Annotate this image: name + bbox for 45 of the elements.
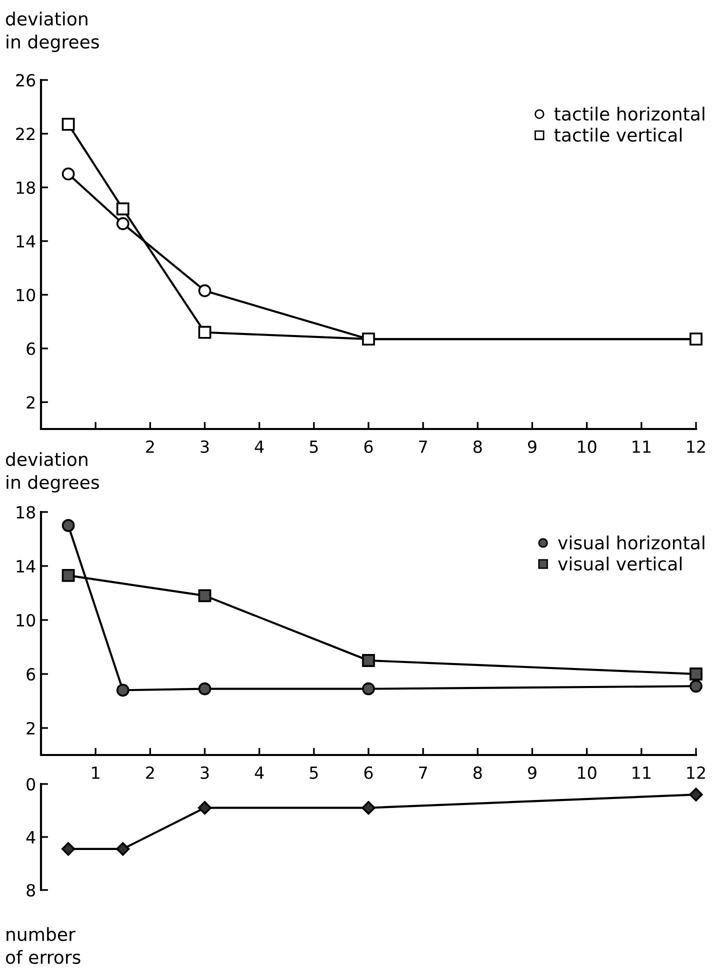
y-tick-label: 10 [16,614,36,627]
y-axis-title: deviation in degrees [6,452,99,493]
x-tick-label: 2 [146,766,154,779]
x-tick-label: 4 [254,440,264,453]
y-tick-label: 18 [16,506,35,519]
legend-label: tactile vertical [554,128,682,142]
x-tick-label: 6 [364,766,373,780]
y-tick-label: 2 [26,396,34,408]
y-axis-title: number of errors [6,927,80,964]
x-tick-label: 12 [687,766,705,779]
x-tick-label: 11 [632,766,650,779]
y-tick-label: 0 [26,778,36,791]
y-tick-label: 6 [26,668,36,681]
legend-label: visual horizontal [558,536,704,550]
y-tick-label: 26 [16,74,36,87]
x-tick-label: 1 [92,766,100,779]
y-tick-label: 22 [16,128,34,140]
y-tick-label: 10 [16,288,36,302]
x-tick-label: 12 [687,440,705,453]
x-tick-label: 10 [578,440,596,454]
x-tick-label: 7 [419,440,427,453]
x-tick-label: 9 [528,440,536,454]
x-tick-label: 3 [200,440,209,454]
x-tick-label: 8 [473,766,482,780]
x-tick-label: 5 [310,766,318,780]
legend-label: visual vertical [558,556,682,571]
y-tick-label: 14 [16,235,36,248]
y-tick-label: 6 [26,342,36,356]
x-tick-label: 10 [578,766,596,780]
x-tick-label: 5 [310,440,318,454]
y-tick-label: 4 [26,831,36,844]
legend-label: tactile horizontal [554,106,704,121]
y-tick-label: 8 [26,884,35,897]
x-tick-label: 4 [254,766,264,779]
y-tick-label: 14 [16,560,36,572]
y-axis-title: deviation in degrees [6,12,99,52]
x-tick-label: 3 [200,766,209,780]
y-tick-label: 2 [26,722,34,734]
x-tick-label: 9 [528,766,536,780]
x-tick-label: 11 [632,440,650,453]
x-tick-label: 7 [419,766,427,779]
x-tick-label: 6 [364,440,373,454]
x-tick-label: 8 [473,440,482,454]
y-tick-label: 18 [16,181,35,194]
x-tick-label: 2 [146,440,154,453]
